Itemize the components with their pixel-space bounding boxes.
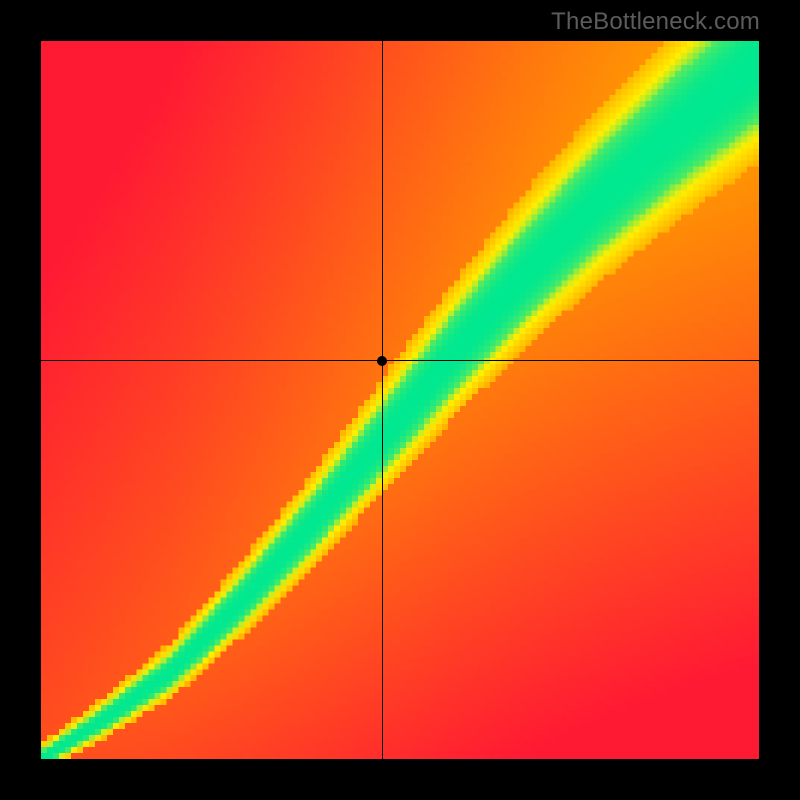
bottleneck-heatmap [41, 41, 759, 759]
crosshair-marker-dot [377, 356, 387, 366]
crosshair-vertical-line [382, 41, 383, 759]
crosshair-horizontal-line [41, 360, 759, 361]
watermark-text: TheBottleneck.com [551, 8, 760, 36]
chart-container: TheBottleneck.com [0, 0, 800, 800]
